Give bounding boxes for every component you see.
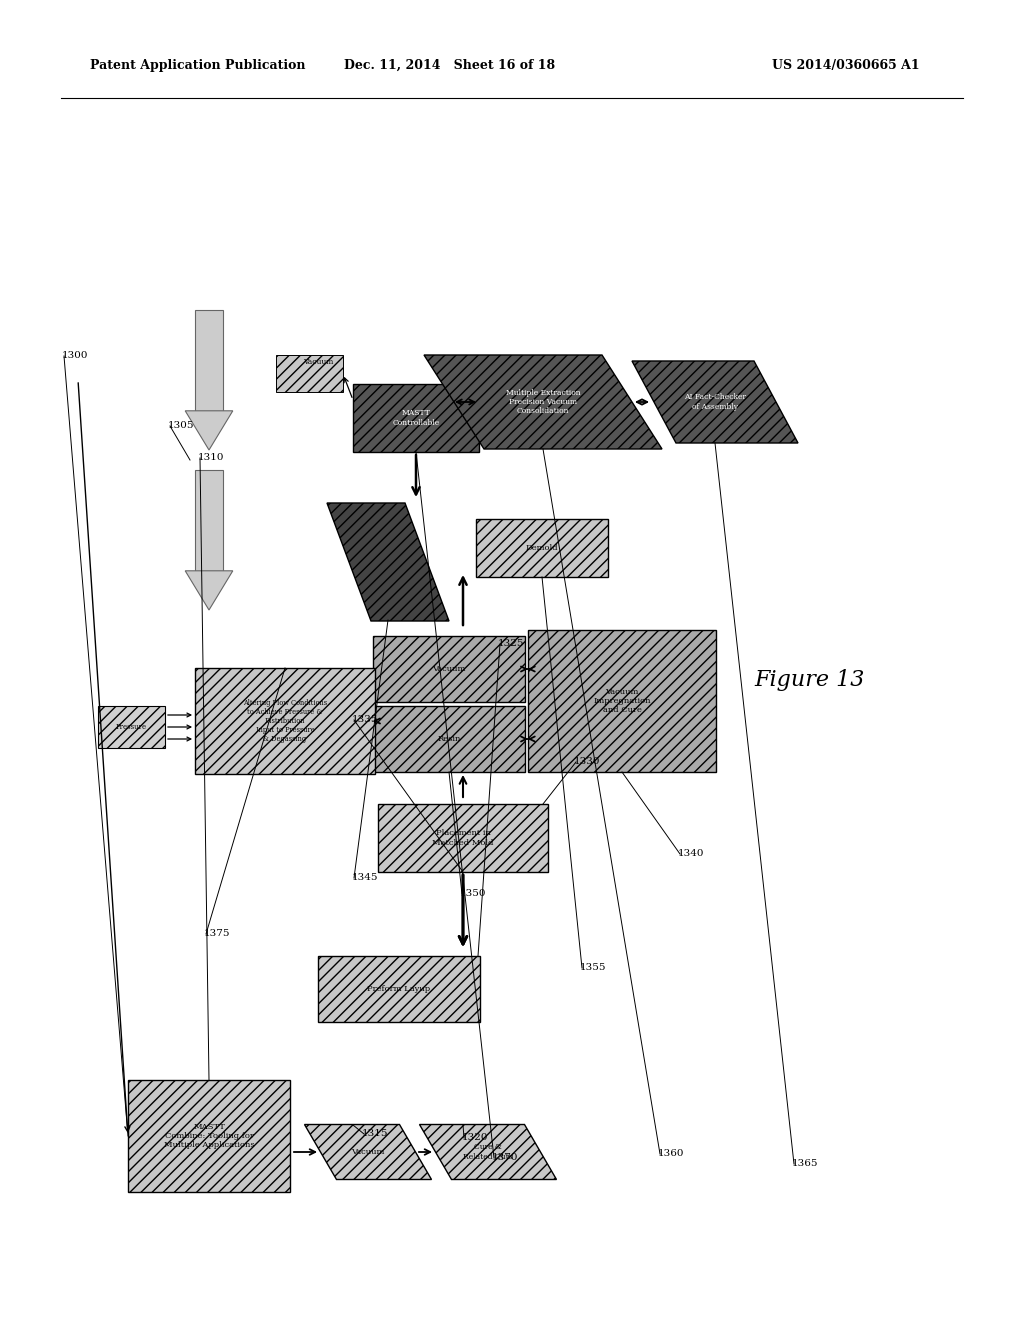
Text: AI Fact-Checker
of Assembly: AI Fact-Checker of Assembly: [684, 393, 746, 411]
Polygon shape: [185, 411, 232, 450]
Text: Figure 13: Figure 13: [755, 669, 865, 690]
Text: 1310: 1310: [198, 453, 224, 462]
Text: US 2014/0360665 A1: US 2014/0360665 A1: [772, 58, 920, 71]
Bar: [195, 310, 223, 411]
Bar: [318, 956, 480, 1022]
Polygon shape: [327, 503, 449, 620]
Text: 1370: 1370: [492, 1152, 518, 1162]
Text: Vacuum: Vacuum: [303, 358, 333, 366]
Text: Vacuum: Vacuum: [351, 1148, 385, 1156]
Text: 1350: 1350: [460, 888, 486, 898]
Bar: [528, 630, 716, 772]
Polygon shape: [185, 570, 232, 610]
Bar: [128, 1080, 290, 1192]
Text: Cure &
Related Cuts: Cure & Related Cuts: [463, 1143, 513, 1160]
Text: Multiple Extraction
Precision Vacuum
Consolidation: Multiple Extraction Precision Vacuum Con…: [506, 389, 581, 416]
Bar: [98, 706, 165, 748]
Polygon shape: [632, 360, 798, 444]
Text: Vacuum: Vacuum: [432, 665, 466, 673]
Text: Patent Application Publication: Patent Application Publication: [90, 58, 305, 71]
Text: 1355: 1355: [580, 964, 606, 972]
Bar: [195, 470, 223, 570]
Text: 1365: 1365: [792, 1159, 818, 1168]
Bar: [195, 668, 375, 774]
Text: 1375: 1375: [204, 929, 230, 939]
Text: MASTT
Combine: Tooling for
Multiple Applications: MASTT Combine: Tooling for Multiple Appl…: [164, 1123, 254, 1150]
Text: 1340: 1340: [678, 849, 705, 858]
Text: 1300: 1300: [62, 351, 88, 360]
Bar: [353, 384, 479, 451]
Polygon shape: [424, 355, 662, 449]
Text: Demold: Demold: [525, 544, 558, 552]
Text: Altering Flow Conditions
to Achieve Pressure &
Distribution
Input to Pressure
& : Altering Flow Conditions to Achieve Pres…: [243, 698, 327, 743]
Text: Resin: Resin: [437, 735, 461, 743]
Text: 1360: 1360: [658, 1148, 684, 1158]
Polygon shape: [420, 1125, 556, 1180]
Polygon shape: [304, 1125, 431, 1180]
Text: Vacuum
Impregnation
and Cure: Vacuum Impregnation and Cure: [593, 688, 650, 714]
Bar: [276, 355, 343, 392]
Text: MASTT
Controllable: MASTT Controllable: [392, 409, 439, 426]
Text: 1330: 1330: [574, 756, 600, 766]
Text: 1315: 1315: [362, 1129, 388, 1138]
Text: 1325: 1325: [498, 639, 524, 648]
Text: Placement in
Matched Mold: Placement in Matched Mold: [432, 829, 494, 846]
Text: 1305: 1305: [168, 421, 195, 430]
Bar: [373, 636, 525, 702]
Bar: [378, 804, 548, 873]
Text: Preform Layup: Preform Layup: [368, 985, 430, 993]
Text: 1345: 1345: [352, 873, 379, 882]
Text: 1320: 1320: [462, 1133, 488, 1142]
Text: Pressure: Pressure: [116, 723, 146, 731]
Text: 1335: 1335: [352, 715, 379, 723]
Bar: [476, 519, 608, 577]
Bar: [373, 706, 525, 772]
Text: Dec. 11, 2014   Sheet 16 of 18: Dec. 11, 2014 Sheet 16 of 18: [344, 58, 556, 71]
